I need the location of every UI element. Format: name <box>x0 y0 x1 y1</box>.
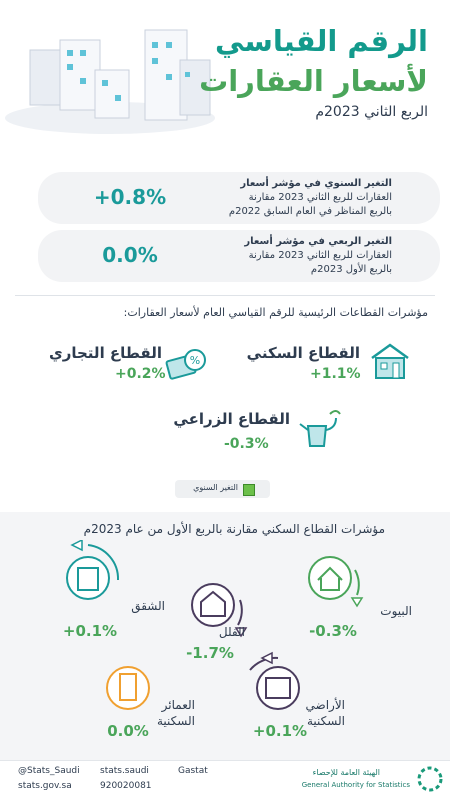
subtitle: الربع الثاني 2023م <box>315 104 428 120</box>
title-line1: الرقم القياسي <box>215 24 428 58</box>
summary-card <box>38 172 440 224</box>
footer-twitter: @Stats_Saudi <box>18 766 80 776</box>
summary-card <box>38 230 440 282</box>
residential-label: الأراضي السكنية <box>305 698 346 728</box>
agricultural-icon <box>299 410 341 447</box>
summary-line: بالربع الأول 2023م <box>310 264 392 275</box>
residential-value: +0.1% <box>252 722 308 740</box>
illustration <box>5 29 215 134</box>
footer-org-en: General Authority for Statistics <box>301 781 410 789</box>
residential-label: الفلل <box>218 625 245 639</box>
footer-linkedin: Gastat <box>178 766 208 776</box>
sector-value: +1.1% <box>310 366 361 382</box>
logo <box>417 766 443 792</box>
legend-swatch <box>243 484 255 496</box>
residential-panel <box>0 512 450 760</box>
sector-label: القطاع الزراعي <box>173 410 290 428</box>
residential-icon <box>371 343 409 379</box>
footer-phone: 920020081 <box>100 781 152 791</box>
summary-value: +0.8% <box>93 185 167 209</box>
sectors-heading: مؤشرات القطاعات الرئيسية للرقم القياسي ا… <box>123 306 428 319</box>
residential-label: الشقق <box>131 599 165 613</box>
commercial-icon: % <box>165 349 206 380</box>
legend-label: التغير السنوي <box>193 483 238 492</box>
summary-text: التغير السنوي في مؤشر أسعار العقارات للر… <box>172 177 392 219</box>
residential-heading: مؤشرات القطاع السكني مقارنة بالربع الأول… <box>83 522 385 536</box>
residential-value: +0.1% <box>62 622 118 640</box>
residential-label: البيوت <box>380 604 412 618</box>
summary-text: التغير الربعي في مؤشر أسعار العقارات للر… <box>172 235 392 277</box>
summary-line: العقارات للربع الثاني 2023 مقارنة <box>248 192 392 203</box>
summary-line: التغير السنوي في مؤشر أسعار <box>240 178 392 189</box>
summary-line: التغير الربعي في مؤشر أسعار <box>244 236 392 247</box>
summary-line: العقارات للربع الثاني 2023 مقارنة <box>248 250 392 261</box>
summary-line: بالربع المناظر في العام السابق 2022م <box>228 206 392 217</box>
title-line2: لأسعار العقارات <box>199 64 428 98</box>
svg-text:%: % <box>190 354 200 367</box>
residential-value: 0.0% <box>107 722 149 740</box>
footer-website: stats.gov.sa <box>18 781 72 791</box>
sector-label: القطاع التجاري <box>48 344 162 362</box>
sector-value: -0.3% <box>224 436 269 452</box>
sector-label: القطاع السكني <box>246 344 360 362</box>
residential-label: العمائر السكنية <box>157 698 195 728</box>
footer <box>0 760 450 801</box>
residential-icons <box>66 540 364 710</box>
footer-facebook: stats.saudi <box>100 766 149 776</box>
residential-value: -1.7% <box>186 644 234 662</box>
summary-value: 0.0% <box>102 243 158 267</box>
divider <box>15 295 435 296</box>
residential-value: -0.3% <box>309 622 357 640</box>
sector-value: +0.2% <box>115 366 166 382</box>
footer-org-ar: الهيئة العامة للإحصاء <box>312 768 380 777</box>
